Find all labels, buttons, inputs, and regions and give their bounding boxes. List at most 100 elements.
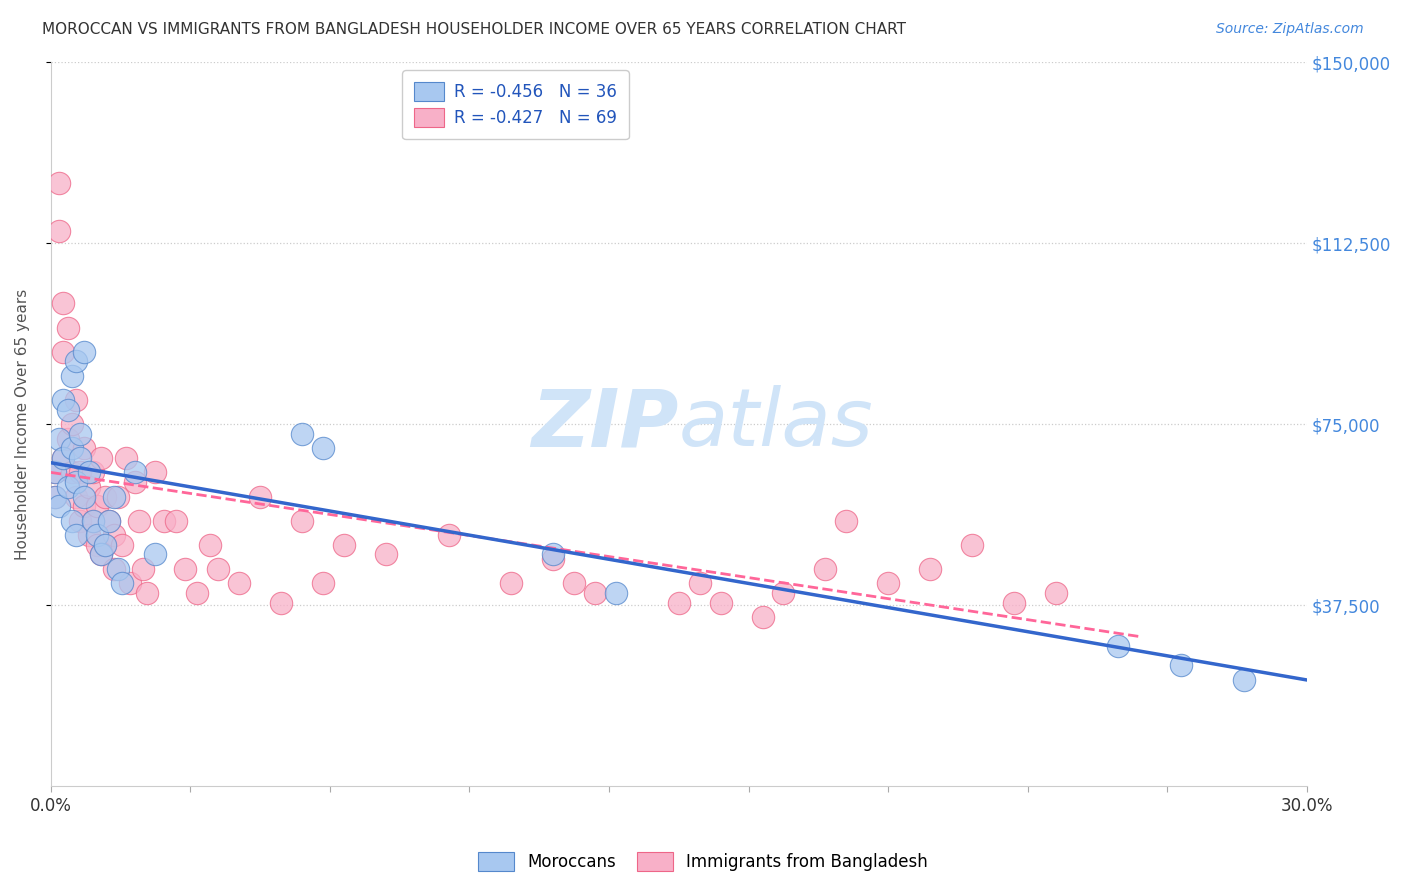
Point: [877, 576, 900, 591]
Point: [56, 480, 79, 494]
Point: [291, 426, 314, 441]
Point: [1002, 596, 1025, 610]
Point: [1107, 639, 1129, 653]
Legend: R = -0.456   N = 36, R = -0.427   N = 69: R = -0.456 N = 36, R = -0.427 N = 69: [402, 70, 628, 139]
Point: [69, 426, 91, 441]
Point: [120, 576, 142, 591]
Point: [44, 466, 66, 480]
Point: [107, 562, 129, 576]
Point: [82, 514, 104, 528]
Point: [103, 562, 125, 576]
Point: [65, 528, 87, 542]
Point: [52, 450, 75, 465]
Point: [132, 562, 155, 576]
Point: [115, 450, 138, 465]
Point: [65, 392, 87, 407]
Point: [153, 514, 176, 528]
Point: [48, 224, 70, 238]
Point: [52, 450, 75, 465]
Point: [98, 514, 121, 528]
Point: [60, 466, 83, 480]
Point: [689, 576, 711, 591]
Point: [52, 296, 75, 310]
Point: [56, 402, 79, 417]
Point: [94, 538, 117, 552]
Point: [107, 490, 129, 504]
Point: [198, 538, 221, 552]
Point: [1170, 658, 1192, 673]
Point: [73, 490, 96, 504]
Point: [82, 514, 104, 528]
Point: [73, 344, 96, 359]
Point: [52, 344, 75, 359]
Point: [60, 368, 83, 383]
Point: [52, 392, 75, 407]
Point: [312, 576, 335, 591]
Point: [136, 586, 159, 600]
Point: [103, 528, 125, 542]
Point: [48, 499, 70, 513]
Point: [60, 442, 83, 456]
Point: [583, 586, 606, 600]
Point: [65, 490, 87, 504]
Point: [77, 480, 100, 494]
Point: [668, 596, 690, 610]
Point: [111, 538, 134, 552]
Point: [207, 562, 229, 576]
Point: [98, 514, 121, 528]
Point: [333, 538, 356, 552]
Point: [960, 538, 983, 552]
Point: [56, 432, 79, 446]
Point: [173, 562, 195, 576]
Y-axis label: Householder Income Over 65 years: Householder Income Over 65 years: [15, 288, 30, 560]
Point: [918, 562, 941, 576]
Point: [814, 562, 837, 576]
Point: [228, 576, 250, 591]
Point: [86, 528, 108, 542]
Point: [437, 528, 460, 542]
Point: [249, 490, 271, 504]
Text: ZIP: ZIP: [531, 385, 679, 463]
Point: [1045, 586, 1067, 600]
Point: [1233, 673, 1256, 687]
Point: [77, 466, 100, 480]
Point: [835, 514, 858, 528]
Point: [69, 514, 91, 528]
Point: [145, 466, 167, 480]
Point: [77, 528, 100, 542]
Point: [69, 450, 91, 465]
Point: [90, 548, 112, 562]
Point: [44, 490, 66, 504]
Point: [86, 499, 108, 513]
Point: [48, 176, 70, 190]
Point: [186, 586, 208, 600]
Point: [65, 354, 87, 368]
Point: [111, 576, 134, 591]
Point: [124, 475, 146, 489]
Point: [82, 466, 104, 480]
Point: [270, 596, 292, 610]
Point: [94, 538, 117, 552]
Point: [374, 548, 396, 562]
Point: [69, 466, 91, 480]
Point: [94, 490, 117, 504]
Point: [103, 490, 125, 504]
Point: [124, 466, 146, 480]
Point: [73, 499, 96, 513]
Text: Source: ZipAtlas.com: Source: ZipAtlas.com: [1216, 22, 1364, 37]
Point: [710, 596, 733, 610]
Point: [541, 552, 564, 566]
Point: [291, 514, 314, 528]
Point: [751, 610, 773, 624]
Point: [60, 417, 83, 431]
Point: [73, 442, 96, 456]
Legend: Moroccans, Immigrants from Bangladesh: Moroccans, Immigrants from Bangladesh: [470, 843, 936, 880]
Point: [541, 548, 564, 562]
Point: [60, 514, 83, 528]
Point: [44, 466, 66, 480]
Point: [48, 432, 70, 446]
Point: [772, 586, 794, 600]
Point: [128, 514, 150, 528]
Point: [501, 576, 523, 591]
Text: MOROCCAN VS IMMIGRANTS FROM BANGLADESH HOUSEHOLDER INCOME OVER 65 YEARS CORRELAT: MOROCCAN VS IMMIGRANTS FROM BANGLADESH H…: [42, 22, 907, 37]
